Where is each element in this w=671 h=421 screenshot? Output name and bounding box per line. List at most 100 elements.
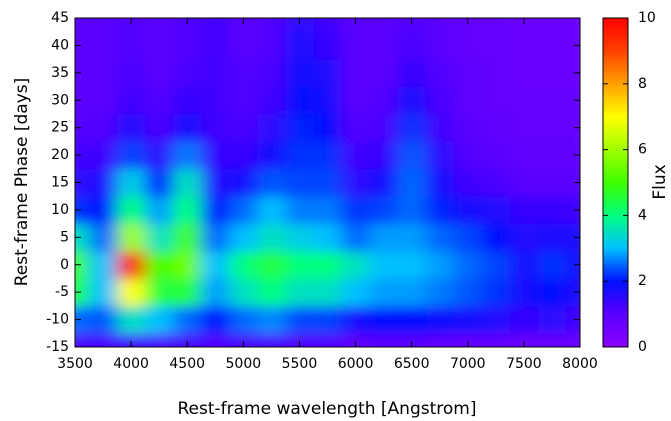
heatmap-cell: [481, 31, 511, 60]
heatmap-cell: [425, 18, 455, 33]
heatmap-cell: [313, 141, 343, 170]
heatmap-cell: [257, 278, 286, 307]
heatmap-cell: [89, 305, 118, 334]
heatmap-cell: [369, 223, 399, 252]
heatmap-cell: [565, 141, 580, 170]
heatmap-cell: [313, 223, 343, 252]
heatmap-cell: [145, 18, 174, 33]
heatmap-cell: [341, 305, 371, 334]
heatmap-cell: [453, 86, 483, 115]
heatmap-cell: [481, 278, 511, 307]
heatmap-cell: [509, 31, 539, 60]
heatmap-cell: [117, 18, 146, 33]
heatmap-cell: [257, 59, 286, 88]
heatmap-cell: [425, 333, 455, 347]
heatmap-cell: [89, 333, 118, 347]
heatmap-cell: [537, 86, 567, 115]
x-tick-label: 5500: [282, 356, 318, 372]
y-tick-label: 35: [51, 65, 69, 81]
heatmap-cell: [453, 59, 483, 88]
heatmap-cell: [75, 141, 90, 170]
heatmap-cell: [285, 223, 314, 252]
y-tick-label: -15: [46, 339, 69, 355]
heatmap-cell: [229, 59, 258, 88]
heatmap-cell: [229, 305, 258, 334]
heatmap-cell: [537, 113, 567, 142]
heatmap-cell: [397, 31, 427, 60]
heatmap-cell: [397, 18, 427, 33]
heatmap-cell: [173, 141, 202, 170]
heatmap-cell: [145, 196, 174, 225]
heatmap-cell: [369, 59, 399, 88]
heatmap-cell: [201, 31, 230, 60]
heatmap-cell: [565, 251, 580, 279]
heatmap-cell: [565, 305, 580, 334]
heatmap-cell: [397, 113, 427, 142]
heatmap-cell: [75, 196, 90, 225]
heatmap-cell: [565, 18, 580, 33]
x-tick-label: 4500: [169, 356, 205, 372]
heatmap-cell: [565, 113, 580, 142]
heatmap-cell: [453, 251, 483, 279]
heatmap-cell: [229, 86, 258, 115]
heatmap-cell: [257, 113, 286, 142]
heatmap-cell: [173, 18, 202, 33]
heatmap-cell: [75, 168, 90, 197]
y-tick-label: 40: [51, 37, 69, 53]
heatmap-cell: [173, 223, 202, 252]
heatmap-cell: [229, 31, 258, 60]
heatmap-cell: [453, 196, 483, 225]
heatmap-cell: [397, 141, 427, 170]
heatmap-cell: [341, 168, 371, 197]
heatmap-cell: [173, 278, 202, 307]
heatmap-cell: [509, 223, 539, 252]
heatmap-cell: [453, 278, 483, 307]
y-tick-label: 25: [51, 120, 69, 136]
heatmap-cell: [89, 251, 118, 279]
heatmap-cell: [257, 333, 286, 347]
heatmap-cell: [341, 18, 371, 33]
heatmap-cell: [89, 86, 118, 115]
y-tick-label: 5: [60, 229, 69, 245]
heatmap-cell: [201, 113, 230, 142]
heatmap-cell: [257, 251, 286, 279]
heatmap-cell: [453, 141, 483, 170]
colorbar-tick-label: 2: [638, 273, 647, 289]
heatmap-cell: [117, 251, 146, 279]
heatmap-cell: [425, 141, 455, 170]
heatmap-cell: [425, 59, 455, 88]
heatmap-cell: [145, 251, 174, 279]
heatmap-cell: [229, 278, 258, 307]
heatmap-cell: [117, 86, 146, 115]
heatmap-cell: [537, 59, 567, 88]
heatmap-cell: [145, 333, 174, 347]
heatmap-cell: [173, 305, 202, 334]
heatmap-cell: [481, 141, 511, 170]
heatmap-cell: [341, 333, 371, 347]
heatmap-cell: [285, 251, 314, 279]
heatmap-cell: [89, 59, 118, 88]
heatmap-cell: [313, 333, 343, 347]
heatmap-cell: [341, 86, 371, 115]
heatmap-cell: [257, 196, 286, 225]
heatmap-cell: [145, 31, 174, 60]
heatmap-cell: [145, 86, 174, 115]
heatmap-cell: [285, 278, 314, 307]
heatmap-cell: [201, 168, 230, 197]
heatmap-cell: [229, 251, 258, 279]
heatmap-cell: [425, 168, 455, 197]
heatmap-cell: [75, 18, 90, 33]
heatmap-cell: [537, 305, 567, 334]
heatmap-cell: [285, 196, 314, 225]
heatmap-cell: [397, 305, 427, 334]
y-tick-label: 45: [51, 10, 69, 26]
heatmap-cell: [481, 333, 511, 347]
heatmap-cell: [257, 18, 286, 33]
heatmap-cell: [89, 196, 118, 225]
heatmap-cell: [509, 86, 539, 115]
heatmap-cell: [565, 86, 580, 115]
y-tick-label: 20: [51, 147, 69, 163]
y-tick-label: -10: [46, 312, 69, 328]
heatmap-cell: [509, 59, 539, 88]
